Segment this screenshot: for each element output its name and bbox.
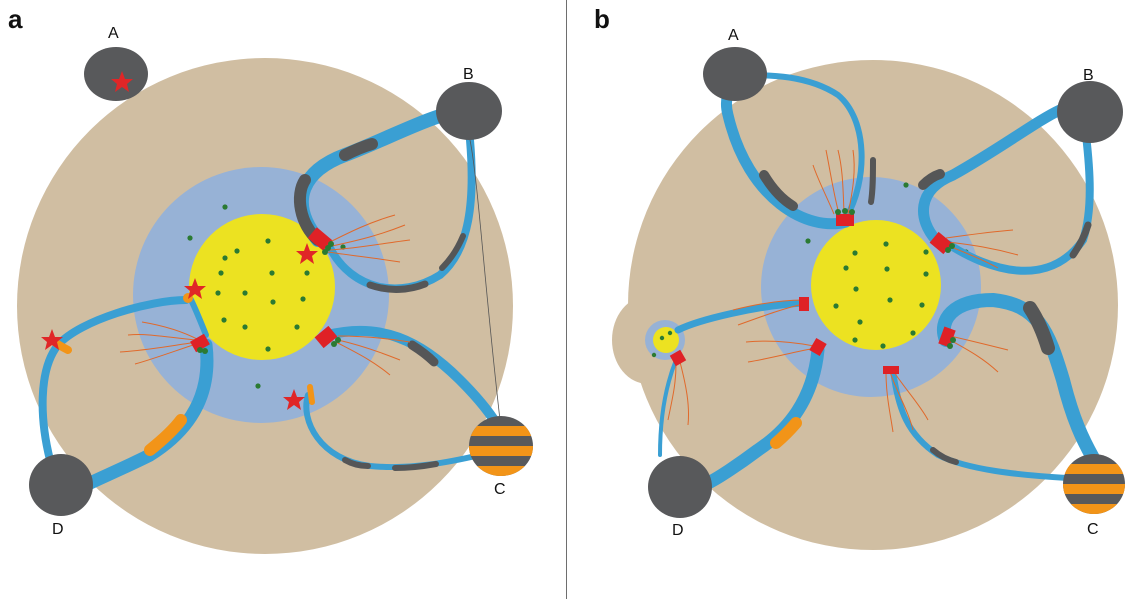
pole-label: C — [494, 481, 506, 498]
micronucleus — [653, 327, 679, 353]
nucleus — [189, 214, 335, 360]
panel-letter: a — [8, 4, 23, 34]
fiber-c — [890, 292, 1100, 481]
filament-group — [667, 149, 1019, 433]
star-icon — [296, 243, 318, 264]
panel-a: a — [8, 4, 533, 554]
pole-d: D — [29, 454, 93, 538]
granule-group — [187, 204, 346, 389]
fiber-c — [303, 325, 505, 471]
pole-a: A — [703, 27, 767, 101]
pole-c: C — [469, 416, 533, 498]
pole-b: B — [436, 66, 502, 140]
pole-label: C — [1087, 521, 1099, 538]
pole-b: B — [1057, 67, 1123, 143]
pole-label: D — [672, 522, 684, 539]
star-icon — [41, 329, 63, 350]
fiber-d — [658, 299, 825, 489]
pole-label: B — [1083, 67, 1094, 84]
pole-d: D — [648, 456, 712, 539]
panel-letter: b — [594, 4, 610, 34]
filament-group — [119, 214, 411, 376]
pole-a: A — [84, 25, 148, 101]
pole-label: B — [463, 66, 474, 83]
star-icon — [184, 278, 206, 299]
diagram-b: A B C D — [612, 27, 1125, 550]
pole-label: D — [52, 521, 64, 538]
nucleus — [811, 220, 941, 350]
star-icon — [283, 389, 305, 410]
fiber-b — [918, 104, 1094, 275]
diagram-a: A B C D — [17, 25, 533, 554]
panel-b: b — [568, 0, 1130, 599]
kinetochore-group — [183, 227, 341, 354]
pole-label: A — [728, 27, 739, 44]
star-icon — [111, 71, 133, 92]
pole-label: A — [108, 25, 119, 42]
panel-divider — [566, 0, 567, 599]
pole-c: C — [1063, 454, 1125, 538]
kinetochore-group — [669, 208, 956, 374]
